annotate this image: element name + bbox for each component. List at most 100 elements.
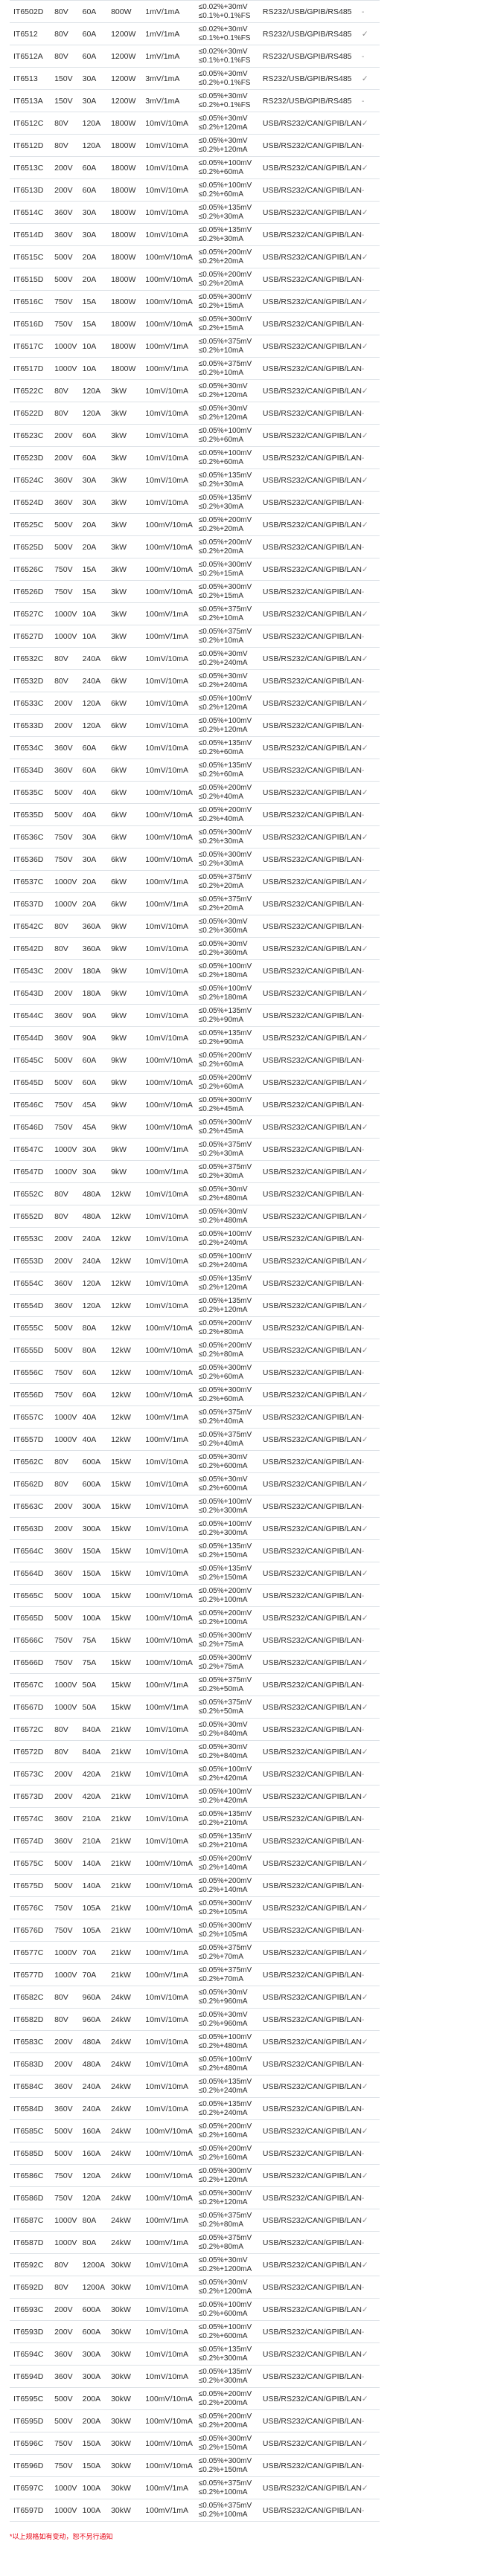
current-cell: 120A: [82, 1272, 112, 1295]
power-cell: 30kW: [111, 2454, 146, 2477]
power-cell: 9kW: [111, 937, 146, 960]
resolution-cell: 100mV/10mA: [145, 2409, 199, 2432]
dash-icon: -: [361, 759, 380, 782]
interface-cell: USB/RS232/CAN/GPIB/LAN: [262, 558, 362, 581]
voltage-cell: 80V: [54, 669, 83, 692]
check-icon: ✓: [361, 2387, 380, 2410]
table-row: IT6574C 360V 210A 21kW 10mV/10mA ≤0.05%+135mV…: [10, 1807, 380, 1830]
accuracy-cell: ≤0.05%+300mV ≤0.2%+15mA: [198, 312, 263, 335]
power-cell: 12kW: [111, 1249, 146, 1272]
power-cell: 15kW: [111, 1562, 146, 1585]
voltage-cell: 200V: [54, 424, 83, 447]
resolution-cell: 100mV/1mA: [145, 2499, 199, 2522]
dash-icon: -: [361, 1093, 380, 1116]
voltage-cell: 500V: [54, 1852, 83, 1875]
current-cell: 90A: [82, 1026, 112, 1049]
table-row: IT6582C 80V 960A 24kW 10mV/10mA ≤0.05%+30mV ≤0…: [10, 1986, 380, 2009]
current-cell: 240A: [82, 1227, 112, 1250]
current-cell: 20A: [82, 870, 112, 893]
accuracy-cell: ≤0.05%+135mV ≤0.2%+240mA: [198, 2097, 263, 2120]
current-accuracy: ≤0.2%+50mA: [198, 1707, 244, 1716]
table-row: IT6593C 200V 600A 30kW 10mV/10mA ≤0.05%+100mV…: [10, 2298, 380, 2321]
resolution-cell: 10mV/10mA: [145, 424, 199, 447]
power-cell: 30kW: [111, 2276, 146, 2299]
accuracy-cell: ≤0.05%+135mV ≤0.2%+30mA: [198, 468, 263, 492]
accuracy-cell: ≤0.05%+135mV ≤0.2%+300mA: [198, 2342, 263, 2366]
voltage-accuracy: ≤0.05%+100mV: [198, 1497, 252, 1506]
model-cell: IT6545C: [10, 1049, 55, 1072]
accuracy-cell: ≤0.05%+375mV ≤0.2%+40mA: [198, 1405, 263, 1429]
power-cell: 1800W: [111, 312, 146, 335]
voltage-accuracy: ≤0.05%+135mV: [198, 1542, 252, 1551]
voltage-cell: 750V: [54, 312, 83, 335]
check-icon: ✓: [361, 870, 380, 893]
interface-cell: USB/RS232/CAN/GPIB/LAN: [262, 1696, 362, 1719]
current-accuracy: ≤0.2%+10mA: [198, 368, 244, 377]
current-accuracy: ≤0.2%+960mA: [198, 2019, 248, 2028]
check-icon: ✓: [361, 1606, 380, 1629]
table-row: IT6555D 500V 80A 12kW 100mV/10mA ≤0.05%+200mV…: [10, 1339, 380, 1362]
resolution-cell: 10mV/10mA: [145, 1182, 199, 1205]
current-accuracy: ≤0.2%+90mA: [198, 1015, 244, 1024]
check-icon: ✓: [361, 1115, 380, 1139]
model-cell: IT6592D: [10, 2276, 55, 2299]
voltage-cell: 360V: [54, 1272, 83, 1295]
voltage-accuracy: ≤0.02%+30mV: [198, 25, 248, 33]
voltage-cell: 500V: [54, 2142, 83, 2165]
voltage-accuracy: ≤0.05%+375mV: [198, 895, 252, 904]
voltage-cell: 750V: [54, 1919, 83, 1942]
voltage-cell: 750V: [54, 2432, 83, 2455]
current-cell: 100A: [82, 2476, 112, 2499]
table-row: IT6574D 360V 210A 21kW 10mV/10mA ≤0.05%+135mV…: [10, 1829, 380, 1852]
table-row: IT6544D 360V 90A 9kW 10mV/10mA ≤0.05%+135mV ≤0…: [10, 1026, 380, 1049]
check-icon: ✓: [361, 1896, 380, 1919]
table-row: IT6545C 500V 60A 9kW 100mV/10mA ≤0.05%+200mV ≤…: [10, 1049, 380, 1072]
dash-icon: -: [361, 1829, 380, 1852]
current-accuracy: ≤0.2%+120mA: [198, 1283, 248, 1292]
current-cell: 60A: [82, 1071, 112, 1094]
current-cell: 300A: [82, 2342, 112, 2366]
power-cell: 1800W: [111, 134, 146, 157]
table-row: IT6514C 360V 30A 1800W 10mV/10mA ≤0.05%+135mV…: [10, 201, 380, 224]
power-cell: 21kW: [111, 1762, 146, 1786]
voltage-accuracy: ≤0.05%+375mV: [198, 359, 252, 368]
model-cell: IT6564D: [10, 1562, 55, 1585]
table-row: IT6533D 200V 120A 6kW 10mV/10mA ≤0.05%+100mV ≤…: [10, 714, 380, 737]
voltage-accuracy: ≤0.05%+375mV: [198, 627, 252, 636]
current-accuracy: ≤0.2%+30mA: [198, 1171, 244, 1180]
accuracy-cell: ≤0.05%+100mV ≤0.2%+480mA: [198, 2052, 263, 2076]
interface-cell: USB/RS232/CAN/GPIB/LAN: [262, 647, 362, 670]
voltage-accuracy: ≤0.05%+30mV: [198, 1720, 248, 1729]
current-cell: 200A: [82, 2387, 112, 2410]
table-row: IT6512C 80V 120A 1800W 10mV/10mA ≤0.05%+30mV ≤…: [10, 112, 380, 135]
voltage-accuracy: ≤0.05%+100mV: [198, 158, 252, 167]
model-cell: IT6526C: [10, 558, 55, 581]
dash-icon: -: [361, 915, 380, 938]
voltage-cell: 200V: [54, 1495, 83, 1518]
dash-icon: -: [361, 402, 380, 425]
interface-cell: USB/RS232/CAN/GPIB/LAN: [262, 1829, 362, 1852]
table-row: IT6585C 500V 160A 24kW 100mV/10mA ≤0.05%+200m…: [10, 2119, 380, 2142]
current-accuracy: ≤0.2%+0.1%FS: [198, 78, 251, 87]
interface-cell: USB/RS232/CAN/GPIB/LAN: [262, 424, 362, 447]
check-icon: ✓: [361, 1941, 380, 1964]
current-cell: 150A: [82, 1539, 112, 1562]
check-icon: ✓: [361, 1160, 380, 1183]
accuracy-cell: ≤0.05%+100mV ≤0.2%+120mA: [198, 714, 263, 737]
interface-cell: USB/RS232/CAN/GPIB/LAN: [262, 1450, 362, 1473]
interface-cell: USB/RS232/CAN/GPIB/LAN: [262, 803, 362, 826]
power-cell: 30kW: [111, 2342, 146, 2366]
voltage-cell: 360V: [54, 2342, 83, 2366]
table-row: IT6534C 360V 60A 6kW 10mV/10mA ≤0.05%+135mV ≤0…: [10, 736, 380, 759]
voltage-cell: 80V: [54, 2276, 83, 2299]
interface-cell: USB/RS232/CAN/GPIB/LAN: [262, 402, 362, 425]
resolution-cell: 10mV/10mA: [145, 1294, 199, 1317]
check-icon: ✓: [361, 335, 380, 358]
voltage-accuracy: ≤0.02%+30mV: [198, 47, 248, 56]
current-accuracy: ≤0.2%+480mA: [198, 1216, 248, 1225]
accuracy-cell: ≤0.05%+30mV ≤0.2%+0.1%FS: [198, 67, 263, 90]
voltage-cell: 750V: [54, 2186, 83, 2209]
power-cell: 6kW: [111, 848, 146, 871]
dash-icon: -: [361, 357, 380, 380]
power-cell: 30kW: [111, 2298, 146, 2321]
